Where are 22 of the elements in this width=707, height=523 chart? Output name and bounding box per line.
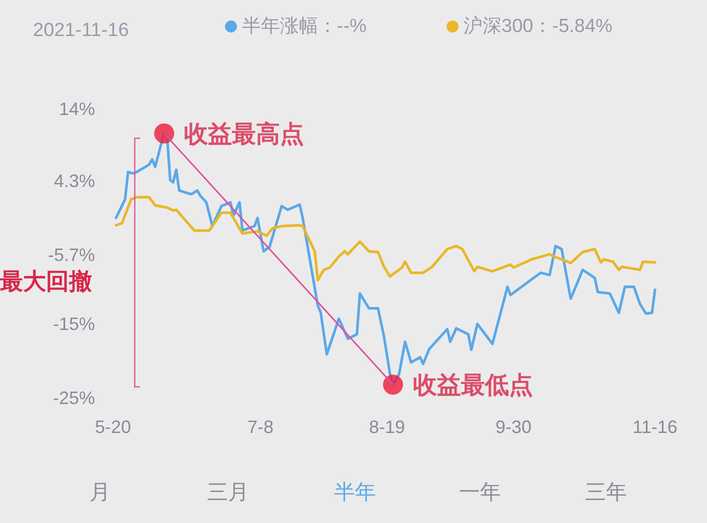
text: 最大回撤	[0, 267, 93, 297]
annotation: 收益最高点	[184, 118, 304, 148]
text: 半年	[334, 479, 376, 506]
x-tick-label: 7-8	[248, 417, 274, 437]
y-tick-label: -15%	[52, 314, 95, 334]
line-series	[114, 196, 656, 282]
legend-label: 沪深300：-5.84%	[464, 15, 613, 37]
text: 一年	[459, 479, 501, 506]
y-tick-label: 4.3%	[54, 170, 95, 191]
legend-label: 半年涨幅：--%	[242, 16, 367, 37]
x-tick-label: 11-16	[632, 417, 678, 437]
text: 月	[90, 479, 110, 506]
chart-title: 2021-11-16	[33, 20, 129, 41]
annotation: 收益最低点	[413, 370, 534, 400]
text: 三年	[585, 479, 627, 506]
text: 三月	[207, 479, 249, 506]
x-tick-label: 5-20	[94, 417, 132, 437]
x-tick-label: 8-19	[368, 417, 406, 437]
x-tick-label: 9-30	[495, 417, 532, 437]
y-tick-label: -25%	[52, 388, 95, 408]
y-tick-label: 14%	[58, 99, 95, 119]
y-tick-label: -5.7%	[48, 244, 95, 265]
